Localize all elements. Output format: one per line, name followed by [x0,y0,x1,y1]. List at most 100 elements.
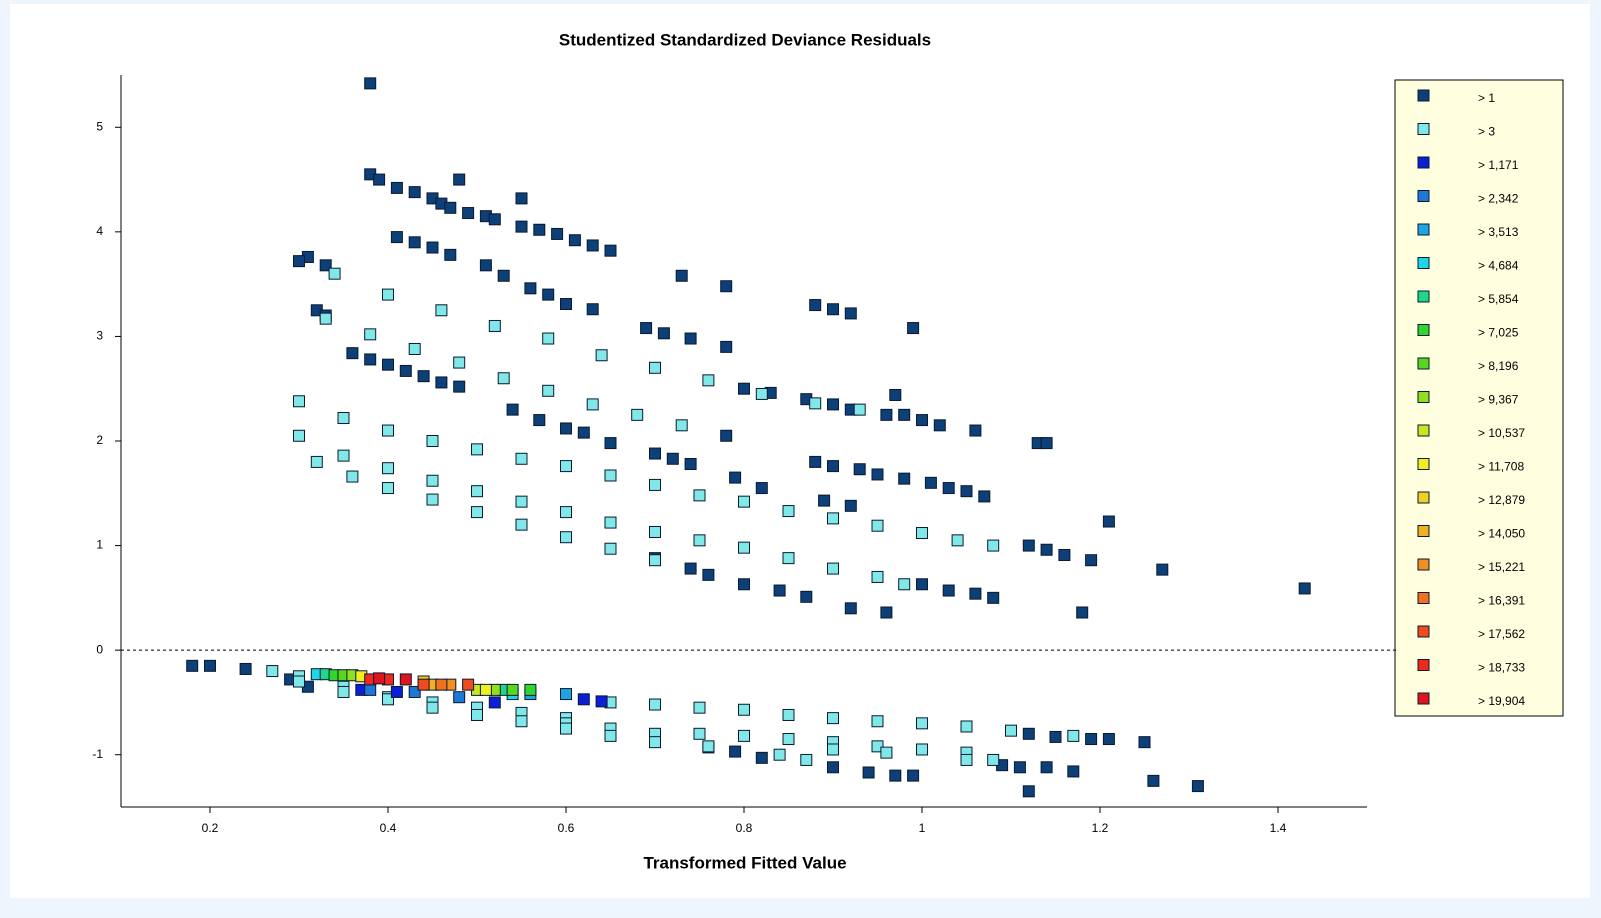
point [871,715,884,728]
point [560,460,572,473]
point [204,659,216,672]
point [649,554,661,567]
point [488,696,501,709]
point [515,192,528,205]
legend-label: > 11,708 [1478,460,1524,474]
point [675,269,688,282]
point [586,303,599,316]
point [960,485,973,498]
point [871,740,884,753]
point [293,429,305,442]
point [426,474,439,487]
point [417,370,430,383]
point [399,673,412,686]
point [871,570,884,583]
point [684,458,697,471]
point [515,518,528,531]
legend-marker [1417,391,1430,403]
x-tick-label: 0.2 [202,821,219,835]
point [898,408,911,421]
point [497,269,510,282]
legend-label: > 19,904 [1478,694,1525,708]
point [827,303,839,316]
point [738,729,750,742]
point [586,398,599,411]
point [586,239,599,252]
point [916,527,928,540]
point [453,173,466,186]
point [293,395,305,408]
point [827,398,839,411]
legend-marker [1417,525,1430,537]
point [293,255,305,268]
point [640,322,653,335]
legend-marker [1417,625,1430,638]
point [560,298,572,311]
x-tick-label: 1.4 [1270,821,1287,835]
point [1102,515,1115,528]
point [666,452,679,465]
point [382,482,394,495]
legend-label: > 4,684 [1478,259,1519,273]
point [462,207,475,220]
point [916,743,928,756]
point [702,568,715,581]
point [479,683,492,696]
point [738,541,750,554]
point [649,361,661,374]
y-tick-label: 0 [96,642,103,656]
y-tick-label: 2 [96,433,103,447]
point [942,482,955,495]
point [1022,785,1035,798]
point [827,761,839,774]
point [319,312,332,325]
point [729,471,742,484]
point [827,562,839,575]
point [969,587,982,600]
point [1058,548,1071,561]
legend-marker [1417,659,1430,671]
legend-marker [1417,290,1430,303]
point [631,408,644,421]
point [542,332,555,345]
point [649,447,661,460]
point [916,717,928,730]
point [435,376,448,389]
point [889,769,902,782]
point [373,672,386,685]
point [453,691,466,704]
point [738,703,750,716]
point [560,531,572,544]
point [1102,733,1115,746]
point [604,516,617,529]
point [533,414,546,427]
point [319,259,332,272]
point [1005,724,1017,737]
point [693,727,706,740]
point [969,424,982,437]
point [720,280,733,293]
point [390,685,403,698]
x-tick-label: 0.4 [380,821,397,835]
legend-label: > 12,879 [1478,493,1525,507]
x-tick-label: 1.2 [1092,821,1109,835]
legend-label: > 8,196 [1478,359,1519,373]
point [1040,543,1053,556]
y-tick-label: 1 [96,538,103,552]
point [809,299,822,312]
point [1022,727,1035,740]
point [506,683,519,696]
point [1298,582,1311,595]
point [604,244,617,257]
point [364,353,377,366]
point [1085,554,1098,567]
point [435,304,448,317]
point [462,678,475,691]
point [755,387,768,400]
point [880,408,893,421]
point [542,384,555,397]
legend-label: > 3 [1478,125,1495,139]
point [773,584,786,597]
x-tick-label: 0.6 [558,821,575,835]
point [1138,736,1151,749]
